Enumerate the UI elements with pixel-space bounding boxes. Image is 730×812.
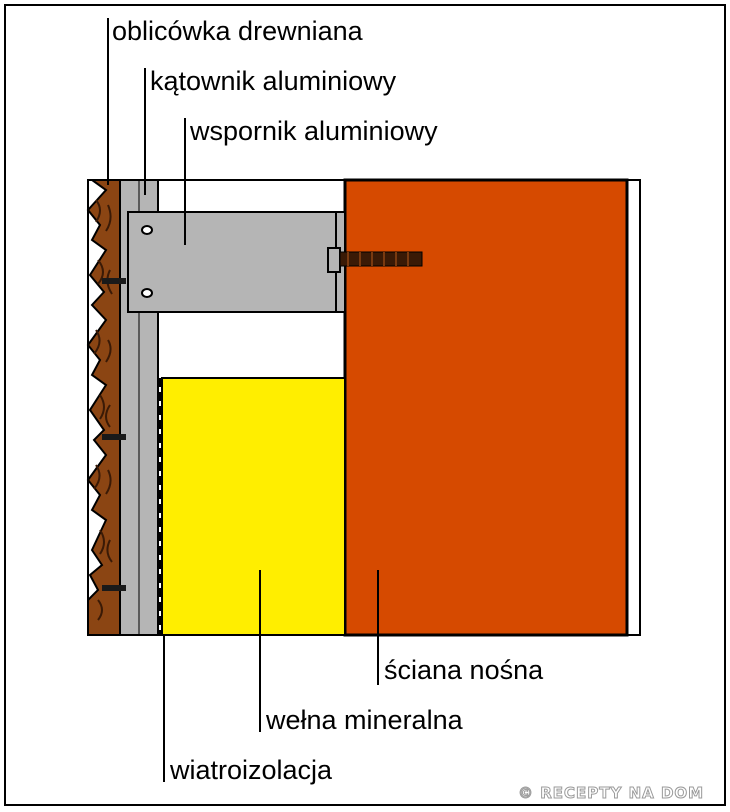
cladding-fastener xyxy=(102,278,126,284)
cladding-fastener xyxy=(102,585,126,591)
bracket-hole-bottom xyxy=(141,288,153,298)
label-katownik: kątownik aluminiowy xyxy=(150,66,397,96)
bracket-hole-top xyxy=(141,225,153,235)
aluminium-bracket xyxy=(127,211,339,313)
watermark: © RECEPTY NA DOM xyxy=(517,784,705,802)
anchor-washer xyxy=(327,247,341,273)
diagram-border xyxy=(4,4,726,806)
label-welna: wełna mineralna xyxy=(266,705,463,735)
label-oblicowka: oblicówka drewniana xyxy=(112,16,363,46)
label-wiatroizolacja: wiatroizolacja xyxy=(170,755,333,785)
load-bearing-wall xyxy=(343,178,629,637)
cladding-fastener xyxy=(102,434,126,440)
label-sciana: ściana nośna xyxy=(384,655,544,685)
label-wspornik: wspornik aluminiowy xyxy=(190,116,438,146)
anchor-bolt xyxy=(339,251,423,267)
mineral-wool xyxy=(161,377,346,636)
wood-grain xyxy=(93,199,113,621)
